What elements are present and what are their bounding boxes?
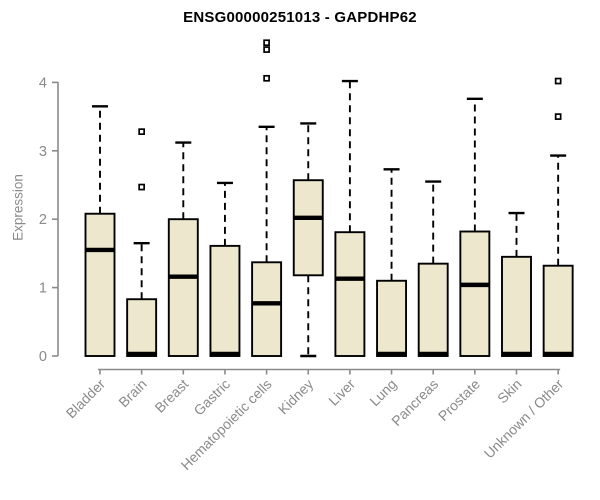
- outlier-point: [138, 183, 145, 191]
- outlier-point: [554, 113, 562, 120]
- box: [251, 261, 283, 357]
- outlier-point: [263, 74, 270, 82]
- outlier-point: [554, 77, 562, 85]
- x-tick-label: Unknown / Other: [481, 376, 567, 462]
- box: [417, 262, 449, 357]
- box: [292, 179, 324, 277]
- y-tick-label: 4: [39, 75, 47, 91]
- x-tick-label: Prostate: [435, 376, 483, 424]
- box: [167, 218, 199, 357]
- outlier-point: [263, 39, 270, 47]
- box: [501, 255, 532, 357]
- box: [84, 212, 116, 357]
- x-tick-label: Skin: [494, 376, 525, 407]
- box: [126, 298, 158, 357]
- box: [334, 231, 366, 357]
- x-tick-label: Lung: [366, 376, 399, 409]
- box: [376, 279, 407, 357]
- y-tick-label: 3: [39, 144, 47, 160]
- x-tick-label: Kidney: [275, 376, 317, 418]
- outlier-point: [263, 46, 270, 53]
- box: [459, 230, 491, 357]
- y-tick-label: 2: [39, 212, 47, 228]
- x-tick-label: Breast: [151, 376, 191, 416]
- box: [209, 244, 241, 357]
- x-tick-label: Bladder: [63, 376, 109, 422]
- box: [542, 264, 574, 357]
- x-tick-label: Liver: [325, 376, 358, 409]
- x-tick-label: Brain: [115, 376, 149, 410]
- y-tick-label: 0: [39, 349, 47, 365]
- y-tick-label: 1: [39, 281, 47, 297]
- chart-title: ENSG00000251013 - GAPDHP62: [183, 9, 417, 26]
- outlier-point: [138, 128, 145, 135]
